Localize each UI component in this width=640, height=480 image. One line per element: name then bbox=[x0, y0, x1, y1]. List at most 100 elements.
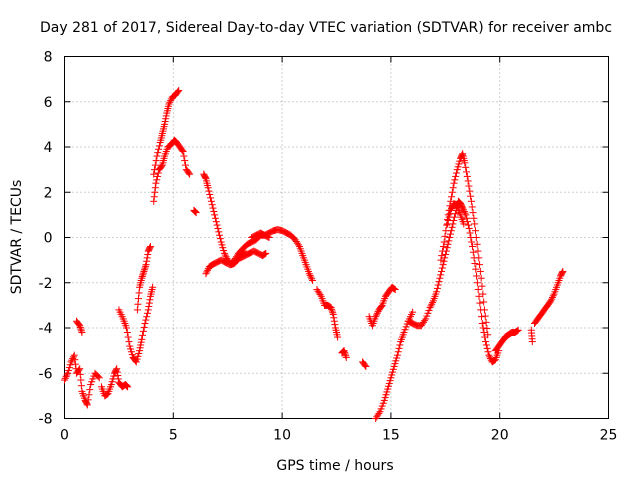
data-point bbox=[442, 250, 450, 258]
data-point bbox=[139, 331, 147, 339]
data-point bbox=[434, 281, 442, 289]
data-point bbox=[445, 213, 453, 221]
data-point bbox=[75, 366, 83, 374]
data-point bbox=[475, 254, 483, 262]
y-tick-label: 4 bbox=[44, 140, 53, 156]
data-point bbox=[202, 270, 210, 278]
data-point bbox=[308, 275, 316, 283]
data-point bbox=[207, 194, 215, 202]
data-point bbox=[140, 266, 148, 274]
data-point bbox=[469, 243, 476, 251]
data-point bbox=[151, 184, 159, 192]
data-point bbox=[442, 227, 450, 235]
data-point bbox=[472, 265, 480, 273]
data-point bbox=[150, 170, 158, 178]
data-point bbox=[143, 254, 151, 262]
data-point bbox=[316, 291, 324, 299]
data-point bbox=[513, 327, 521, 335]
data-point bbox=[151, 188, 159, 196]
data-point bbox=[70, 351, 78, 359]
data-point bbox=[142, 262, 150, 270]
data-point bbox=[484, 331, 492, 339]
data-point bbox=[83, 400, 91, 408]
data-point bbox=[140, 267, 148, 275]
data-point bbox=[464, 177, 472, 185]
data-point bbox=[182, 161, 190, 169]
data-point bbox=[341, 350, 349, 358]
data-point bbox=[149, 283, 157, 291]
data-point bbox=[142, 316, 150, 324]
data-point bbox=[261, 250, 269, 258]
y-tick-label: -2 bbox=[39, 276, 53, 292]
data-point bbox=[437, 267, 445, 275]
data-point bbox=[470, 214, 478, 222]
data-point bbox=[439, 243, 447, 251]
data-point bbox=[208, 201, 216, 209]
y-axis-label: SDTVAR / TECUs bbox=[9, 180, 25, 295]
data-point bbox=[215, 228, 223, 236]
data-point bbox=[433, 288, 441, 296]
data-point bbox=[145, 303, 153, 311]
data-point bbox=[123, 329, 131, 337]
data-point bbox=[143, 257, 151, 265]
data-point bbox=[113, 368, 121, 376]
data-point bbox=[447, 206, 455, 214]
data-point bbox=[484, 348, 492, 356]
data-point bbox=[463, 172, 471, 180]
data-point bbox=[86, 386, 94, 394]
data-point bbox=[421, 317, 429, 325]
data-point bbox=[131, 357, 139, 365]
data-points bbox=[61, 86, 567, 422]
data-point bbox=[460, 207, 468, 215]
data-point bbox=[465, 182, 473, 190]
data-point bbox=[361, 361, 369, 369]
data-point bbox=[155, 145, 163, 153]
data-point bbox=[134, 295, 142, 303]
data-point bbox=[377, 303, 385, 311]
data-point bbox=[395, 344, 403, 352]
data-point bbox=[76, 323, 84, 331]
data-point bbox=[480, 306, 488, 314]
data-point bbox=[151, 166, 159, 174]
data-point bbox=[216, 231, 224, 239]
data-point bbox=[154, 149, 162, 157]
data-point bbox=[476, 299, 484, 307]
data-point bbox=[330, 314, 338, 322]
data-point bbox=[204, 266, 212, 274]
data-point bbox=[76, 365, 84, 373]
data-point bbox=[178, 146, 186, 154]
data-point bbox=[191, 207, 199, 215]
data-point bbox=[143, 309, 151, 317]
data-point bbox=[435, 278, 443, 286]
data-point bbox=[475, 292, 483, 300]
data-point bbox=[309, 276, 317, 284]
data-point bbox=[340, 347, 348, 355]
data-point bbox=[62, 373, 70, 381]
data-point bbox=[138, 335, 146, 343]
data-point bbox=[474, 286, 482, 294]
data-point bbox=[467, 197, 475, 205]
data-point bbox=[328, 305, 336, 313]
data-point bbox=[77, 325, 85, 333]
data-point bbox=[153, 152, 161, 160]
data-point bbox=[262, 249, 270, 257]
data-point bbox=[138, 273, 146, 281]
data-point bbox=[477, 274, 485, 282]
data-point bbox=[85, 391, 93, 399]
x-tick-label: 20 bbox=[491, 428, 509, 444]
data-point bbox=[140, 323, 148, 331]
data-point bbox=[265, 234, 273, 241]
data-point bbox=[426, 304, 434, 312]
data-point bbox=[548, 295, 556, 303]
data-point bbox=[477, 313, 485, 321]
data-point bbox=[466, 187, 474, 195]
data-point bbox=[192, 209, 200, 217]
data-point bbox=[71, 360, 79, 368]
data-point bbox=[427, 302, 435, 310]
data-point bbox=[167, 97, 175, 105]
data-point bbox=[154, 169, 162, 177]
data-point bbox=[211, 214, 219, 222]
y-tick-label: 8 bbox=[44, 50, 53, 66]
data-point bbox=[466, 229, 474, 237]
data-point bbox=[443, 220, 451, 228]
